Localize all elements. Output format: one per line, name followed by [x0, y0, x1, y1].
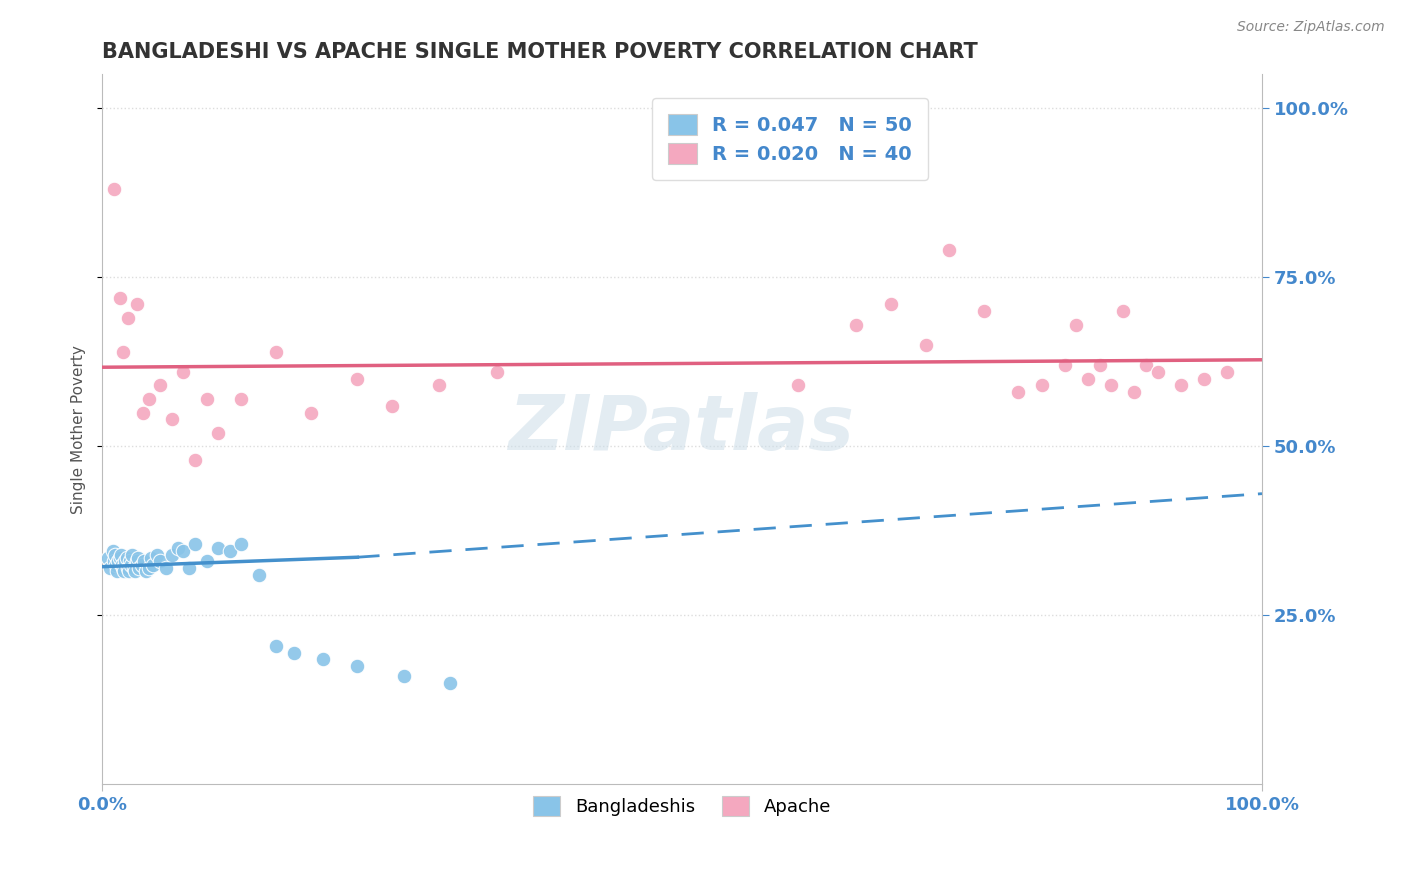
Point: [138, 392, 160, 406]
Point: [128, 561, 150, 575]
Point: [112, 561, 135, 575]
Point: [117, 561, 139, 575]
Point: [1192, 372, 1215, 386]
Point: [125, 297, 148, 311]
Text: BANGLADESHI VS APACHE SINGLE MOTHER POVERTY CORRELATION CHART: BANGLADESHI VS APACHE SINGLE MOTHER POVE…: [103, 42, 979, 62]
Point: [110, 548, 132, 562]
Point: [207, 425, 229, 440]
Point: [845, 318, 868, 332]
Point: [122, 561, 145, 575]
Point: [135, 565, 157, 579]
Point: [139, 550, 162, 565]
Point: [231, 537, 253, 551]
Point: [121, 548, 143, 562]
Point: [1031, 378, 1053, 392]
Point: [1088, 358, 1111, 372]
Point: [132, 405, 155, 419]
Point: [973, 304, 995, 318]
Point: [264, 344, 287, 359]
Point: [1123, 385, 1146, 400]
Point: [195, 392, 218, 406]
Point: [1007, 385, 1029, 400]
Point: [149, 378, 172, 392]
Point: [149, 554, 172, 568]
Point: [138, 561, 160, 575]
Point: [114, 554, 136, 568]
Point: [131, 558, 153, 572]
Point: [124, 565, 146, 579]
Point: [160, 548, 183, 562]
Point: [914, 338, 936, 352]
Legend: Bangladeshis, Apache: Bangladeshis, Apache: [524, 787, 839, 825]
Point: [103, 182, 125, 196]
Point: [311, 652, 333, 666]
Point: [231, 392, 253, 406]
Point: [880, 297, 903, 311]
Point: [485, 365, 508, 379]
Point: [346, 372, 368, 386]
Point: [125, 554, 148, 568]
Point: [195, 554, 218, 568]
Point: [427, 378, 450, 392]
Point: [118, 565, 141, 579]
Point: [105, 558, 128, 572]
Point: [179, 561, 201, 575]
Point: [1099, 378, 1122, 392]
Point: [218, 544, 240, 558]
Point: [142, 558, 165, 572]
Point: [105, 565, 128, 579]
Point: [107, 554, 129, 568]
Point: [98, 561, 121, 575]
Point: [115, 550, 138, 565]
Point: [1112, 304, 1135, 318]
Point: [101, 544, 124, 558]
Point: [1077, 372, 1099, 386]
Point: [155, 561, 177, 575]
Point: [346, 659, 368, 673]
Point: [1135, 358, 1157, 372]
Point: [1066, 318, 1088, 332]
Point: [145, 548, 167, 562]
Point: [132, 554, 155, 568]
Point: [127, 550, 149, 565]
Point: [264, 639, 287, 653]
Point: [184, 453, 207, 467]
Point: [1170, 378, 1192, 392]
Point: [938, 244, 960, 258]
Point: [108, 550, 131, 565]
Point: [1146, 365, 1168, 379]
Point: [787, 378, 810, 392]
Point: [207, 541, 229, 555]
Point: [439, 676, 461, 690]
Point: [381, 399, 404, 413]
Point: [172, 544, 194, 558]
Point: [117, 310, 139, 325]
Point: [1216, 365, 1239, 379]
Point: [118, 554, 141, 568]
Point: [97, 550, 120, 565]
Point: [112, 565, 135, 579]
Point: [283, 646, 305, 660]
Point: [104, 548, 127, 562]
Point: [172, 365, 194, 379]
Point: [112, 344, 135, 359]
Point: [299, 405, 322, 419]
Point: [392, 669, 415, 683]
Point: [1053, 358, 1076, 372]
Point: [166, 541, 188, 555]
Y-axis label: Single Mother Poverty: Single Mother Poverty: [72, 345, 86, 514]
Point: [111, 558, 134, 572]
Point: [247, 567, 270, 582]
Point: [108, 291, 131, 305]
Point: [120, 558, 142, 572]
Point: [103, 554, 125, 568]
Point: [184, 537, 207, 551]
Point: [160, 412, 183, 426]
Text: ZIPatlas: ZIPatlas: [509, 392, 855, 467]
Text: Source: ZipAtlas.com: Source: ZipAtlas.com: [1237, 20, 1385, 34]
